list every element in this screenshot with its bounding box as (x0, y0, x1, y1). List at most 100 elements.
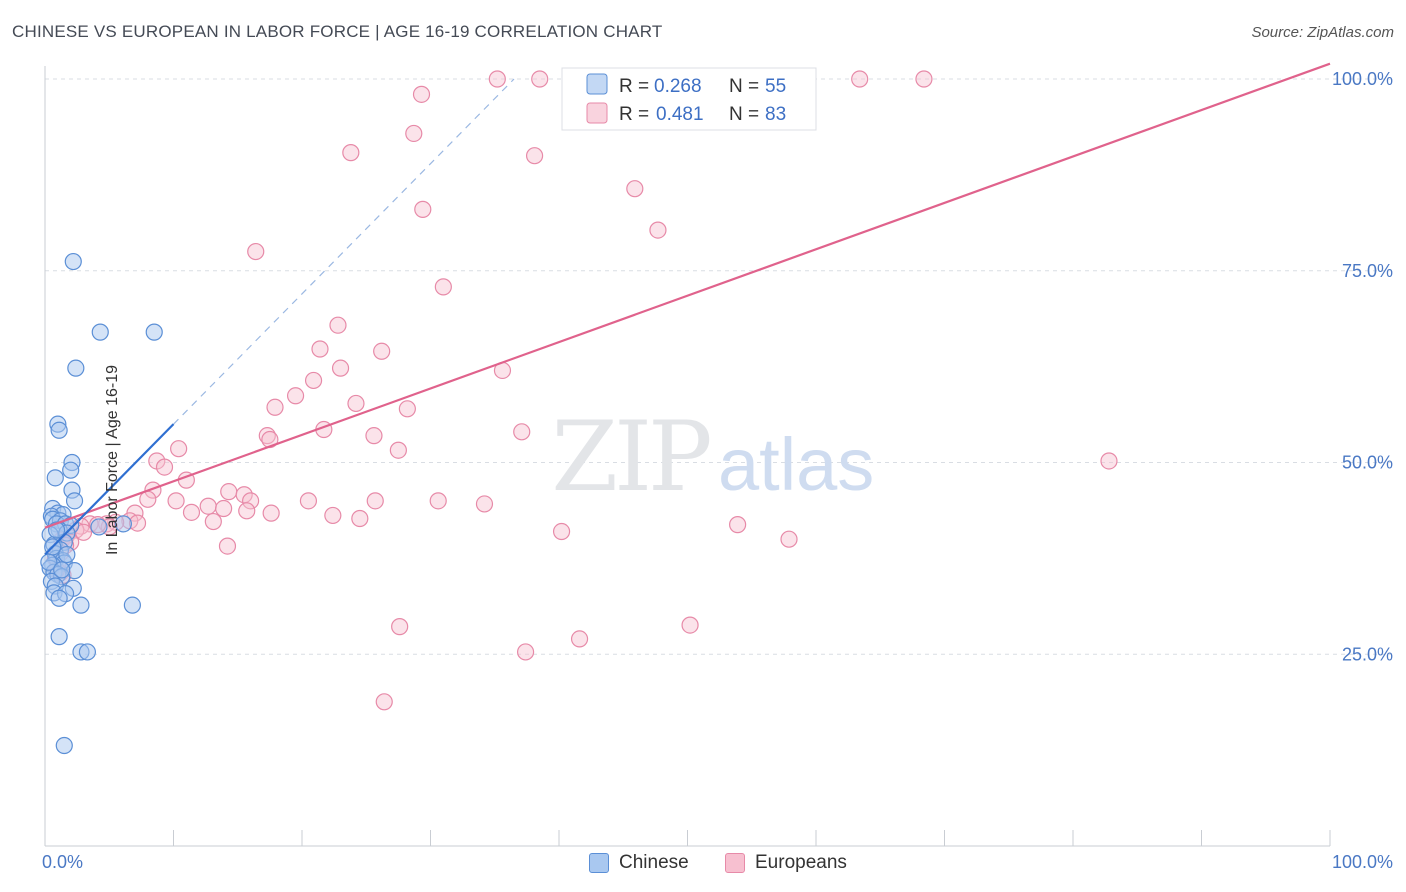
tick-labels: 25.0% 50.0% 75.0% 100.0% 0.0% 100.0% (42, 69, 1393, 872)
chinese-point (114, 515, 132, 533)
legend-europeans-r-label: R = (619, 104, 649, 125)
watermark: ZIP atlas (551, 401, 874, 513)
europeans-point (311, 340, 329, 358)
europeans-point (412, 85, 431, 103)
europeans-point (525, 147, 544, 165)
europeans-point (681, 616, 699, 634)
chinese-trend-extension (173, 78, 515, 425)
chinese-point (46, 469, 64, 487)
europeans-point (304, 371, 323, 390)
bottom-legend: Chinese Europeans (0, 852, 1406, 878)
chinese-point (53, 561, 71, 579)
gridlines (45, 78, 1392, 655)
europeans-point (167, 492, 185, 510)
europeans-point (238, 502, 256, 520)
europeans-point (170, 440, 188, 458)
chinese-trend-line (44, 423, 175, 556)
europeans-point (488, 70, 506, 88)
watermark-atlas: atlas (718, 423, 874, 506)
chinese-point (50, 628, 68, 646)
legend-europeans-n-label: N = (729, 104, 759, 125)
chinese-point (91, 323, 109, 341)
europeans-point (220, 483, 238, 501)
x-tick-label-100: 100.0% (1332, 852, 1393, 872)
y-axis-label: In Labor Force | Age 16-19 (104, 364, 122, 556)
europeans-point (516, 643, 535, 661)
europeans-point (626, 180, 644, 198)
europeans-point (373, 342, 391, 360)
europeans-point (347, 394, 365, 413)
bottom-legend-europeans: Europeans (725, 852, 847, 874)
chinese-point (67, 359, 85, 377)
bottom-legend-chinese: Chinese (589, 852, 689, 874)
europeans-point (729, 516, 747, 534)
europeans-point (329, 316, 347, 334)
legend-chinese-n-value: 55 (765, 76, 786, 97)
chinese-point (65, 492, 84, 510)
europeans-point (342, 144, 360, 162)
bottom-legend-swatch-chinese (589, 853, 609, 873)
europeans-point (391, 618, 409, 636)
europeans-point (649, 221, 667, 239)
chinese-point (64, 252, 82, 271)
europeans-point (155, 458, 174, 476)
europeans-point (398, 400, 416, 418)
europeans-point (324, 506, 342, 525)
x-tick-label-0: 0.0% (42, 852, 83, 872)
chinese-point (123, 596, 141, 614)
europeans-point (247, 242, 265, 261)
europeans-point (218, 537, 237, 555)
europeans-point (331, 359, 350, 377)
chinese-point (72, 596, 90, 614)
europeans-point (366, 492, 384, 510)
europeans-point (365, 427, 383, 445)
chinese-point (50, 421, 68, 439)
europeans-point (475, 495, 494, 513)
europeans-point (531, 70, 549, 88)
chinese-point (55, 736, 73, 755)
legend-europeans-n-value: 83 (765, 104, 786, 125)
europeans-point (215, 499, 233, 518)
trend-lines (44, 62, 1331, 556)
europeans-point (351, 509, 369, 528)
europeans-point (513, 423, 531, 441)
legend-chinese-r-value: 0.268 (654, 76, 702, 97)
europeans-point (915, 70, 933, 88)
legend-swatch-chinese (586, 73, 608, 95)
europeans-points (46, 70, 1118, 711)
y-tick-label-75: 75.0% (1342, 261, 1393, 281)
chinese-points (40, 252, 163, 755)
europeans-point (262, 504, 280, 522)
watermark-zip: ZIP (551, 401, 710, 513)
europeans-point (199, 497, 217, 515)
stats-legend: R = 0.268 N = 55 R = 0.481 N = 83 (561, 67, 817, 131)
europeans-point (434, 278, 452, 296)
europeans-point (266, 398, 284, 416)
europeans-point (286, 387, 305, 405)
europeans-point (414, 200, 432, 218)
y-tick-label-25: 25.0% (1342, 644, 1393, 664)
chinese-point (78, 643, 97, 661)
europeans-point (182, 503, 201, 521)
europeans-point (851, 70, 869, 88)
europeans-trend-line (44, 62, 1331, 529)
source-credit: Source: ZipAtlas.com (1251, 24, 1394, 41)
europeans-point (780, 530, 798, 548)
chinese-point (62, 461, 80, 479)
europeans-point (552, 522, 571, 541)
bottom-legend-label-europeans: Europeans (755, 852, 847, 873)
chart-title: CHINESE VS EUROPEAN IN LABOR FORCE | AGE… (12, 22, 663, 41)
chinese-point (58, 545, 76, 564)
europeans-point (299, 492, 318, 510)
legend-europeans-r-value: 0.481 (656, 104, 704, 125)
chinese-point (50, 589, 68, 607)
axes (44, 66, 1331, 847)
legend-swatch-europeans (586, 102, 608, 124)
europeans-point (570, 630, 589, 648)
bottom-legend-label-chinese: Chinese (619, 852, 689, 873)
chinese-point (90, 518, 108, 536)
europeans-point (405, 124, 423, 143)
europeans-point (429, 492, 447, 510)
europeans-point (242, 492, 260, 510)
